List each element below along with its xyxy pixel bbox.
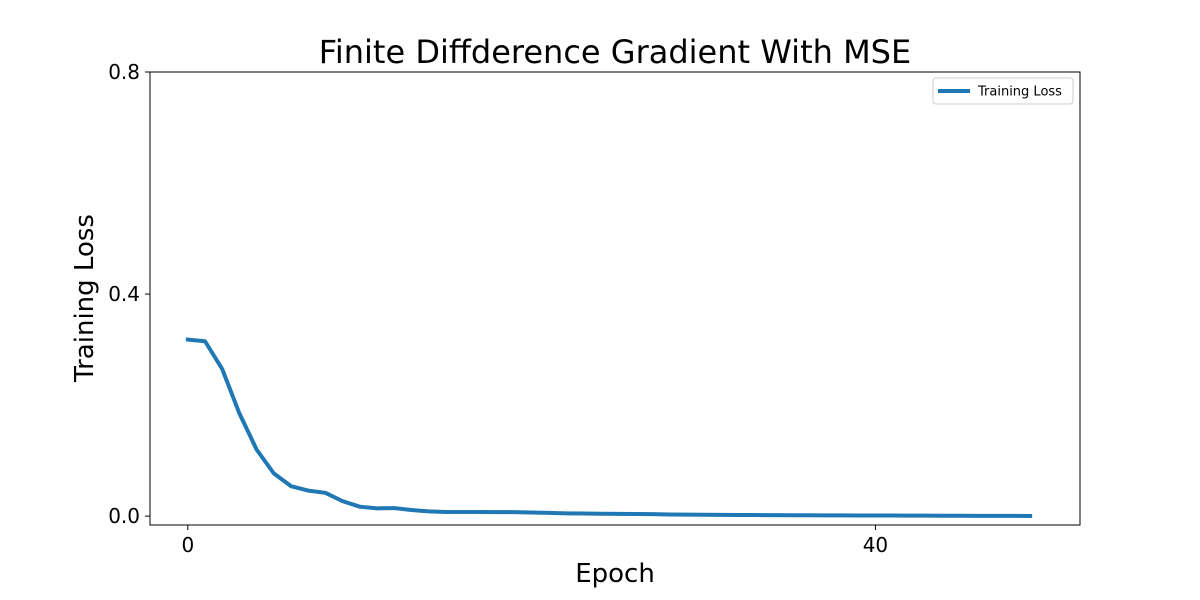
x-axis-ticks: 0 40 — [181, 525, 888, 557]
series-line-training-loss — [185, 337, 1033, 518]
legend-box — [932, 77, 1074, 105]
plot-area — [149, 71, 1081, 526]
y-tick-label: 0.8 — [108, 60, 140, 84]
legend-label-training-loss: Training Loss — [977, 85, 1062, 100]
y-axis-ticks: 0.0 0.4 0.8 — [108, 60, 150, 528]
x-tick-label: 0 — [181, 533, 194, 557]
plot-frame — [149, 71, 1081, 526]
y-axis-label: Training Loss — [70, 214, 100, 383]
x-axis-label: Epoch — [575, 559, 655, 589]
legend: Training Loss — [932, 77, 1074, 105]
y-tick-label: 0.0 — [108, 504, 140, 528]
y-tick-label: 0.4 — [108, 282, 140, 306]
x-tick-label: 40 — [863, 533, 888, 557]
chart-title: Finite Diffderence Gradient With MSE — [319, 33, 911, 71]
